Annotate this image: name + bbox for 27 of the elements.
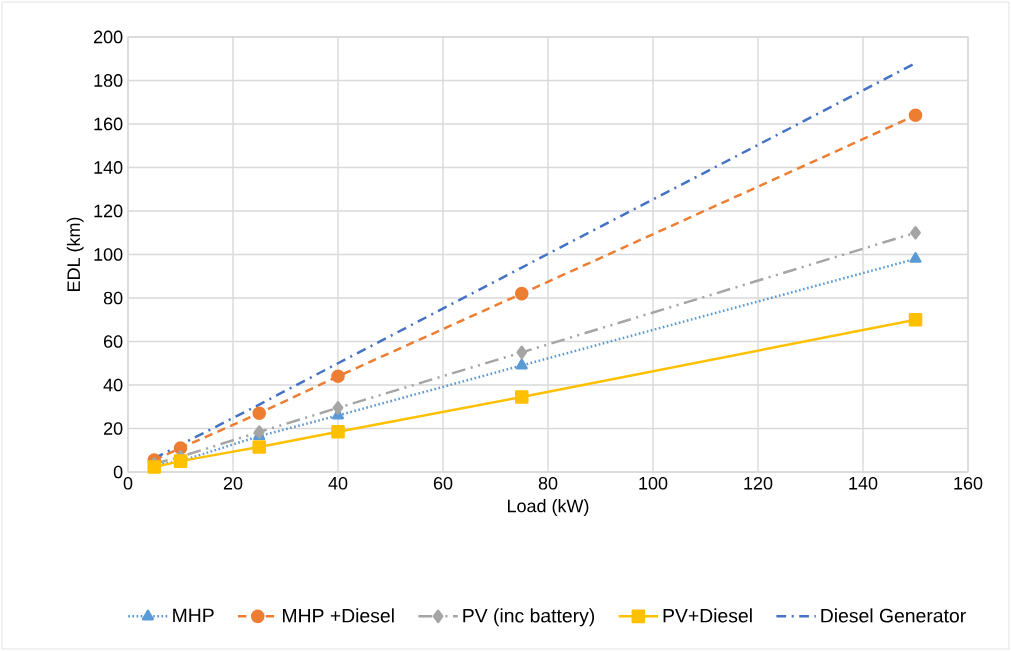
x-tick-label: 160 xyxy=(954,476,983,490)
y-tick-label: 60 xyxy=(104,335,123,348)
y-tick-label: 180 xyxy=(94,74,123,87)
legend-label: MHP +Diesel xyxy=(283,608,394,623)
y-tick-label: 200 xyxy=(94,30,123,44)
y-tick-label: 40 xyxy=(103,378,123,392)
x-tick-label: 100 xyxy=(639,476,668,490)
x-tick-label: 0 xyxy=(123,476,133,490)
x-tick-label: 40 xyxy=(328,476,348,490)
x-tick-label: 140 xyxy=(849,476,878,490)
x-axis-title: Load (kW) xyxy=(508,499,589,516)
legend-label: Diesel Generator xyxy=(821,608,966,623)
y-tick-label: 100 xyxy=(94,248,123,261)
y-tick-label: 80 xyxy=(103,291,123,305)
legend-label: PV+Diesel xyxy=(663,608,752,623)
y-tick-label: 160 xyxy=(94,117,123,131)
y-tick-label: 0 xyxy=(113,465,123,479)
x-tick-label: 20 xyxy=(223,476,243,490)
y-tick-label: 140 xyxy=(94,161,123,174)
x-tick-label: 120 xyxy=(744,476,773,490)
y-axis-title: EDL (km) xyxy=(66,217,84,291)
y-tick-label: 20 xyxy=(104,422,123,435)
legend-label: MHP xyxy=(173,608,214,622)
legend-label: PV (inc battery) xyxy=(463,608,595,627)
x-tick-label: 80 xyxy=(538,476,558,490)
y-tick-label: 120 xyxy=(94,204,123,218)
x-tick-label: 60 xyxy=(433,476,453,490)
